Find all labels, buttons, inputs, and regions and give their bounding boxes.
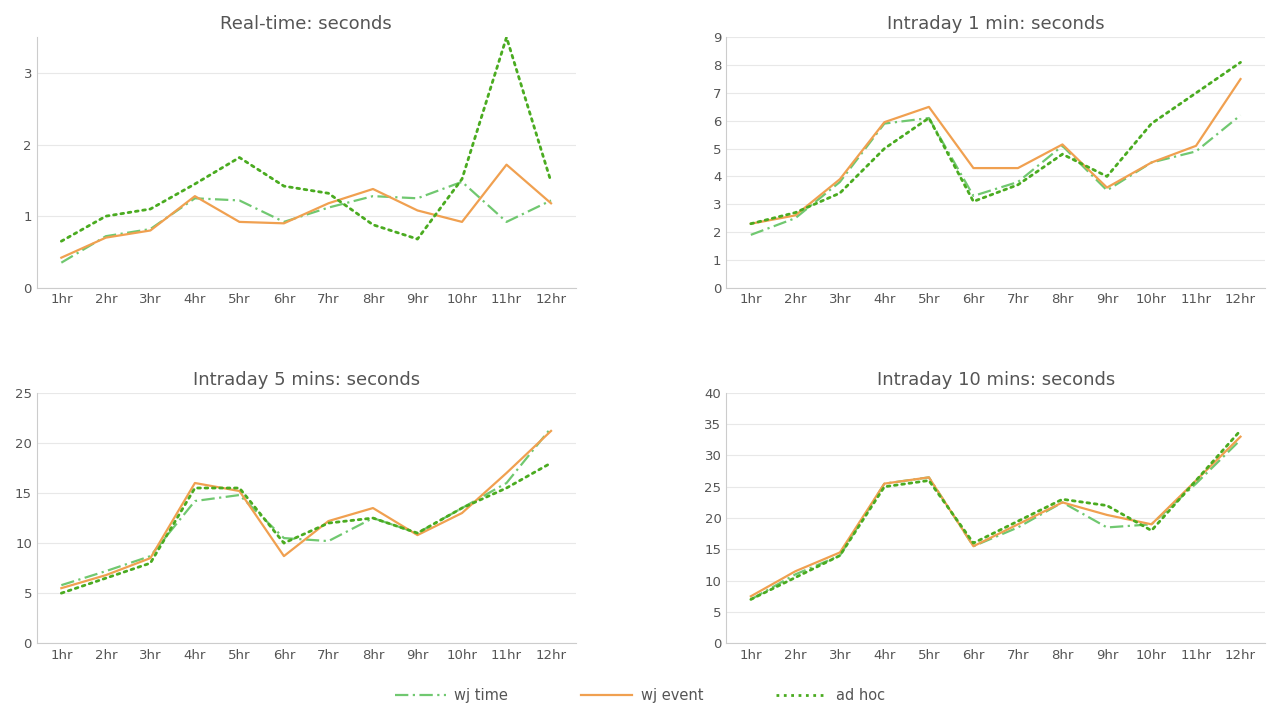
Title: Intraday 5 mins: seconds: Intraday 5 mins: seconds bbox=[192, 371, 420, 389]
Legend: wj time, wj event, ad hoc: wj time, wj event, ad hoc bbox=[389, 683, 891, 709]
Title: Intraday 10 mins: seconds: Intraday 10 mins: seconds bbox=[877, 371, 1115, 389]
Title: Intraday 1 min: seconds: Intraday 1 min: seconds bbox=[887, 15, 1105, 33]
Title: Real-time: seconds: Real-time: seconds bbox=[220, 15, 392, 33]
